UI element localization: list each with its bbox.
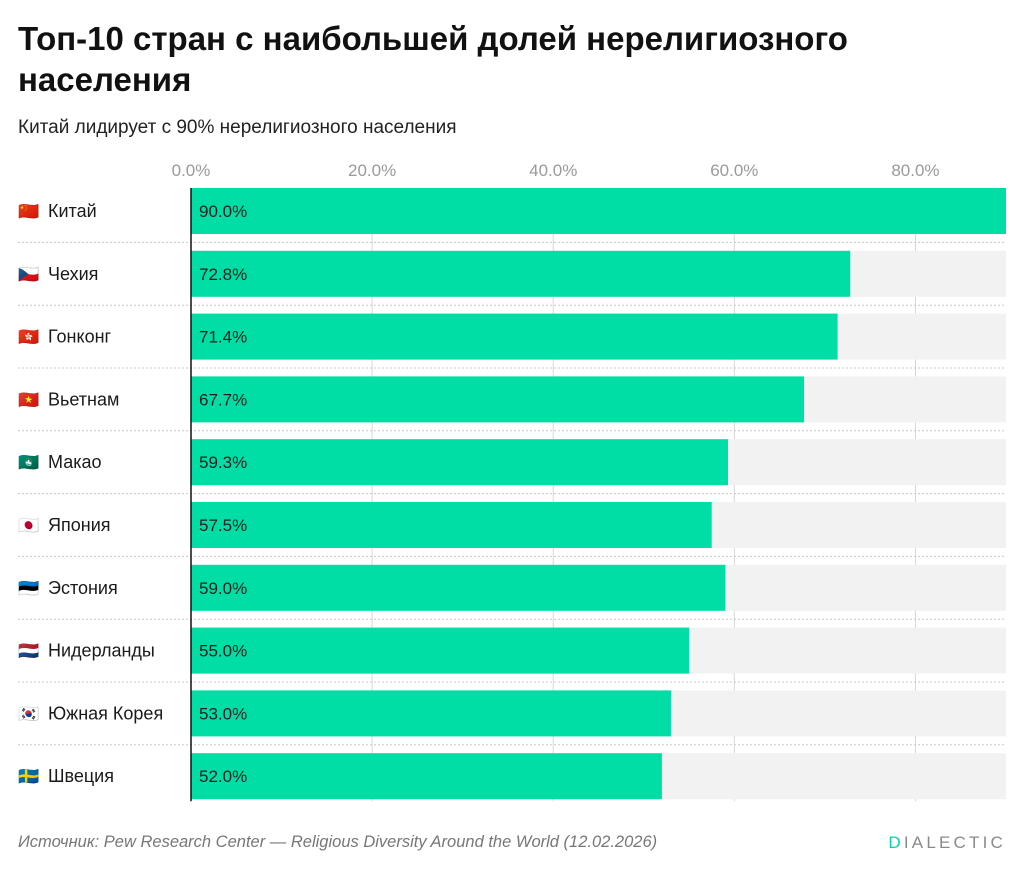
bar [191, 753, 662, 800]
value-label: 52.0% [199, 767, 247, 786]
bars [191, 188, 1006, 800]
brand-logo-text: IALECTIC [903, 833, 1006, 852]
x-tick-label: 20.0% [348, 161, 396, 180]
category-label: Япония [48, 515, 111, 535]
category-label: Южная Корея [48, 703, 163, 723]
value-label: 67.7% [199, 390, 247, 409]
country-flag-icon: 🇯🇵 [18, 516, 39, 536]
brand-logo: DIALECTIC [888, 833, 1006, 853]
country-flag-icon: 🇪🇪 [18, 579, 39, 599]
source-note: Источник: Pew Research Center — Religiou… [18, 833, 658, 851]
country-flag-icon: 🇻🇳 [18, 390, 39, 410]
value-label: 53.0% [199, 704, 247, 723]
x-tick-label: 40.0% [529, 161, 577, 180]
x-tick-label: 80.0% [891, 161, 939, 180]
category-label: Гонконг [48, 327, 112, 347]
chart-title: Топ-10 стран с наибольшей долей нерелиги… [18, 20, 848, 98]
value-label: 59.0% [199, 579, 247, 598]
category-labels: 🇨🇳 Китай 🇨🇿 Чехия 🇭🇰 Гонконг 🇻🇳 Вьетнам 🇲🇴 Макао 🇯… [18, 201, 163, 787]
brand-logo-accent: D [888, 833, 904, 852]
value-label: 71.4% [199, 328, 247, 347]
category-label: Китай [48, 201, 97, 221]
category-label: Вьетнам [48, 389, 119, 409]
category-label: Эстония [48, 578, 118, 598]
value-labels: 90.0% 72.8% 71.4% 67.7% 59.3% 57.5% 59.0% 55.0%… [199, 202, 247, 786]
value-label: 57.5% [199, 516, 247, 535]
category-label: Швеция [48, 766, 114, 786]
country-flag-icon: 🇰🇷 [18, 704, 39, 724]
value-label: 59.3% [199, 453, 247, 472]
country-flag-icon: 🇨🇳 [18, 202, 39, 222]
chart-subtitle: Китай лидирует с 90% нерелигиозного насе… [18, 117, 457, 138]
row-separators [18, 241, 1006, 746]
category-label: Чехия [48, 264, 98, 284]
bar [191, 690, 671, 737]
bar [191, 564, 726, 611]
country-flag-icon: 🇨🇿 [18, 265, 39, 285]
bar [191, 250, 851, 297]
bar [191, 439, 728, 486]
bar [191, 313, 838, 360]
country-flag-icon: 🇲🇴 [18, 453, 39, 473]
x-tick-label: 60.0% [710, 161, 758, 180]
category-label: Нидерланды [48, 641, 155, 661]
x-tick-label: 0.0% [172, 161, 211, 180]
value-label: 90.0% [199, 202, 247, 221]
country-flag-icon: 🇸🇪 [18, 767, 39, 787]
bar [191, 376, 805, 423]
bar [191, 188, 1006, 234]
country-flag-icon: 🇭🇰 [18, 328, 39, 348]
country-flag-icon: 🇳🇱 [18, 642, 39, 662]
bar [191, 502, 712, 548]
category-label: Макао [48, 452, 102, 472]
value-label: 55.0% [199, 642, 247, 661]
value-label: 72.8% [199, 265, 247, 284]
bar [191, 627, 690, 674]
x-axis-ticks: 0.0% 20.0% 40.0% 60.0% 80.0% [172, 161, 940, 180]
